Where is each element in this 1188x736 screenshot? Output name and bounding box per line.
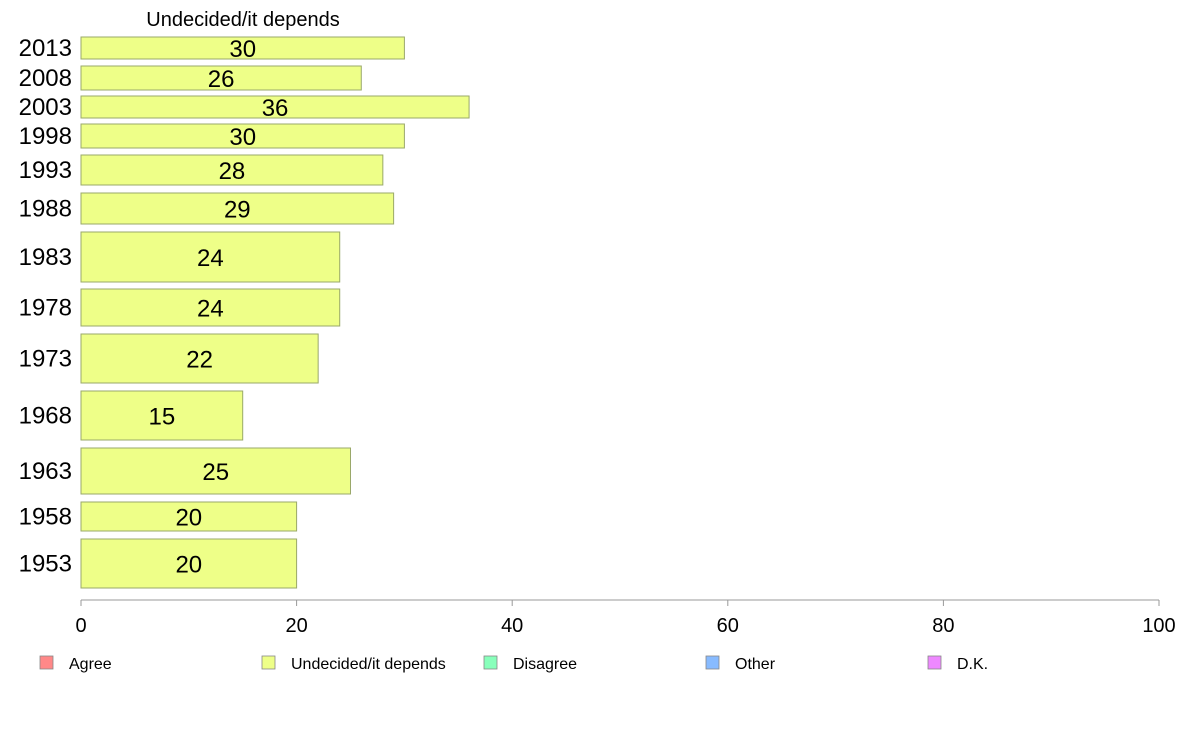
bar-row-1958: 1958 20 xyxy=(19,501,298,532)
chart-title: Undecided/it depends xyxy=(146,9,339,31)
bar xyxy=(80,123,405,149)
x-tick-label: 0 xyxy=(75,615,86,637)
category-label: 1953 xyxy=(19,551,72,578)
bar-row-1988: 1988 29 xyxy=(19,192,395,225)
bar-value-label: 20 xyxy=(175,505,202,532)
bars-group: 2013 30 2008 26 2003 36 1998 30 1993 28 1988 29 1983… xyxy=(19,35,470,589)
bar-value-label: 25 xyxy=(202,459,229,486)
bar-row-2008: 2008 26 xyxy=(19,65,362,93)
category-label: 1993 xyxy=(19,157,72,184)
x-axis: 0 20 40 60 80 100 xyxy=(75,599,1176,637)
bar-row-2003: 2003 36 xyxy=(19,94,470,122)
legend-label: Other xyxy=(735,656,776,673)
bar-row-1993: 1993 28 xyxy=(19,154,384,186)
x-tick-label: 40 xyxy=(501,615,523,637)
bar xyxy=(80,154,384,186)
legend-swatch xyxy=(261,655,276,670)
bar xyxy=(80,95,470,119)
legend-swatch xyxy=(927,655,942,670)
legend: Agree Undecided/it depends Disagree Other D.… xyxy=(39,655,988,673)
legend-label: Undecided/it depends xyxy=(291,656,446,673)
bar-row-1953: 1953 20 xyxy=(19,538,298,589)
category-label: 1973 xyxy=(19,346,72,373)
bar-value-label: 30 xyxy=(229,36,256,63)
category-label: 1963 xyxy=(19,458,72,485)
bar xyxy=(80,192,395,225)
bar-value-label: 20 xyxy=(175,552,202,579)
category-label: 1988 xyxy=(19,196,72,223)
bar-row-1998: 1998 30 xyxy=(19,123,405,151)
category-label: 1978 xyxy=(19,295,72,322)
legend-item: Other xyxy=(705,655,776,673)
category-label: 2003 xyxy=(19,94,72,121)
legend-label: Disagree xyxy=(513,656,577,673)
bar-value-label: 28 xyxy=(219,158,246,185)
category-label: 1958 xyxy=(19,504,72,531)
bar xyxy=(80,501,298,532)
x-tick-label: 80 xyxy=(932,615,954,637)
bar-value-label: 24 xyxy=(197,296,224,323)
bar-value-label: 29 xyxy=(224,197,251,224)
bar xyxy=(80,288,341,327)
bar-row-1983: 1983 24 xyxy=(19,231,341,283)
legend-swatch xyxy=(705,655,720,670)
legend-swatch xyxy=(483,655,498,670)
bar-value-label: 36 xyxy=(262,95,289,122)
legend-swatch xyxy=(39,655,54,670)
category-label: 1998 xyxy=(19,123,72,150)
bar xyxy=(80,390,244,441)
bar xyxy=(80,65,362,91)
bar-row-1963: 1963 25 xyxy=(19,447,351,495)
bar-value-label: 22 xyxy=(186,347,213,374)
category-label: 2008 xyxy=(19,65,72,92)
bar-row-2013: 2013 30 xyxy=(19,35,405,63)
legend-item: D.K. xyxy=(927,655,988,673)
x-tick-label: 100 xyxy=(1142,615,1175,637)
bar-row-1973: 1973 22 xyxy=(19,333,319,384)
x-tick-label: 20 xyxy=(285,615,307,637)
category-label: 2013 xyxy=(19,35,72,62)
bar-row-1978: 1978 24 xyxy=(19,288,341,327)
category-label: 1983 xyxy=(19,244,72,271)
bar-value-label: 15 xyxy=(148,404,175,431)
category-label: 1968 xyxy=(19,403,72,430)
bar-value-label: 30 xyxy=(229,124,256,151)
legend-item: Disagree xyxy=(483,655,577,673)
bar xyxy=(80,231,341,283)
bar-row-1968: 1968 15 xyxy=(19,390,244,441)
legend-item: Agree xyxy=(39,655,112,673)
bar xyxy=(80,447,351,495)
bar-value-label: 24 xyxy=(197,245,224,272)
legend-item: Undecided/it depends xyxy=(261,655,446,673)
bar-value-label: 26 xyxy=(208,66,235,93)
legend-label: D.K. xyxy=(957,656,988,673)
bar xyxy=(80,36,405,60)
bar xyxy=(80,538,298,589)
bar xyxy=(80,333,319,384)
legend-label: Agree xyxy=(69,656,112,673)
x-tick-label: 60 xyxy=(717,615,739,637)
